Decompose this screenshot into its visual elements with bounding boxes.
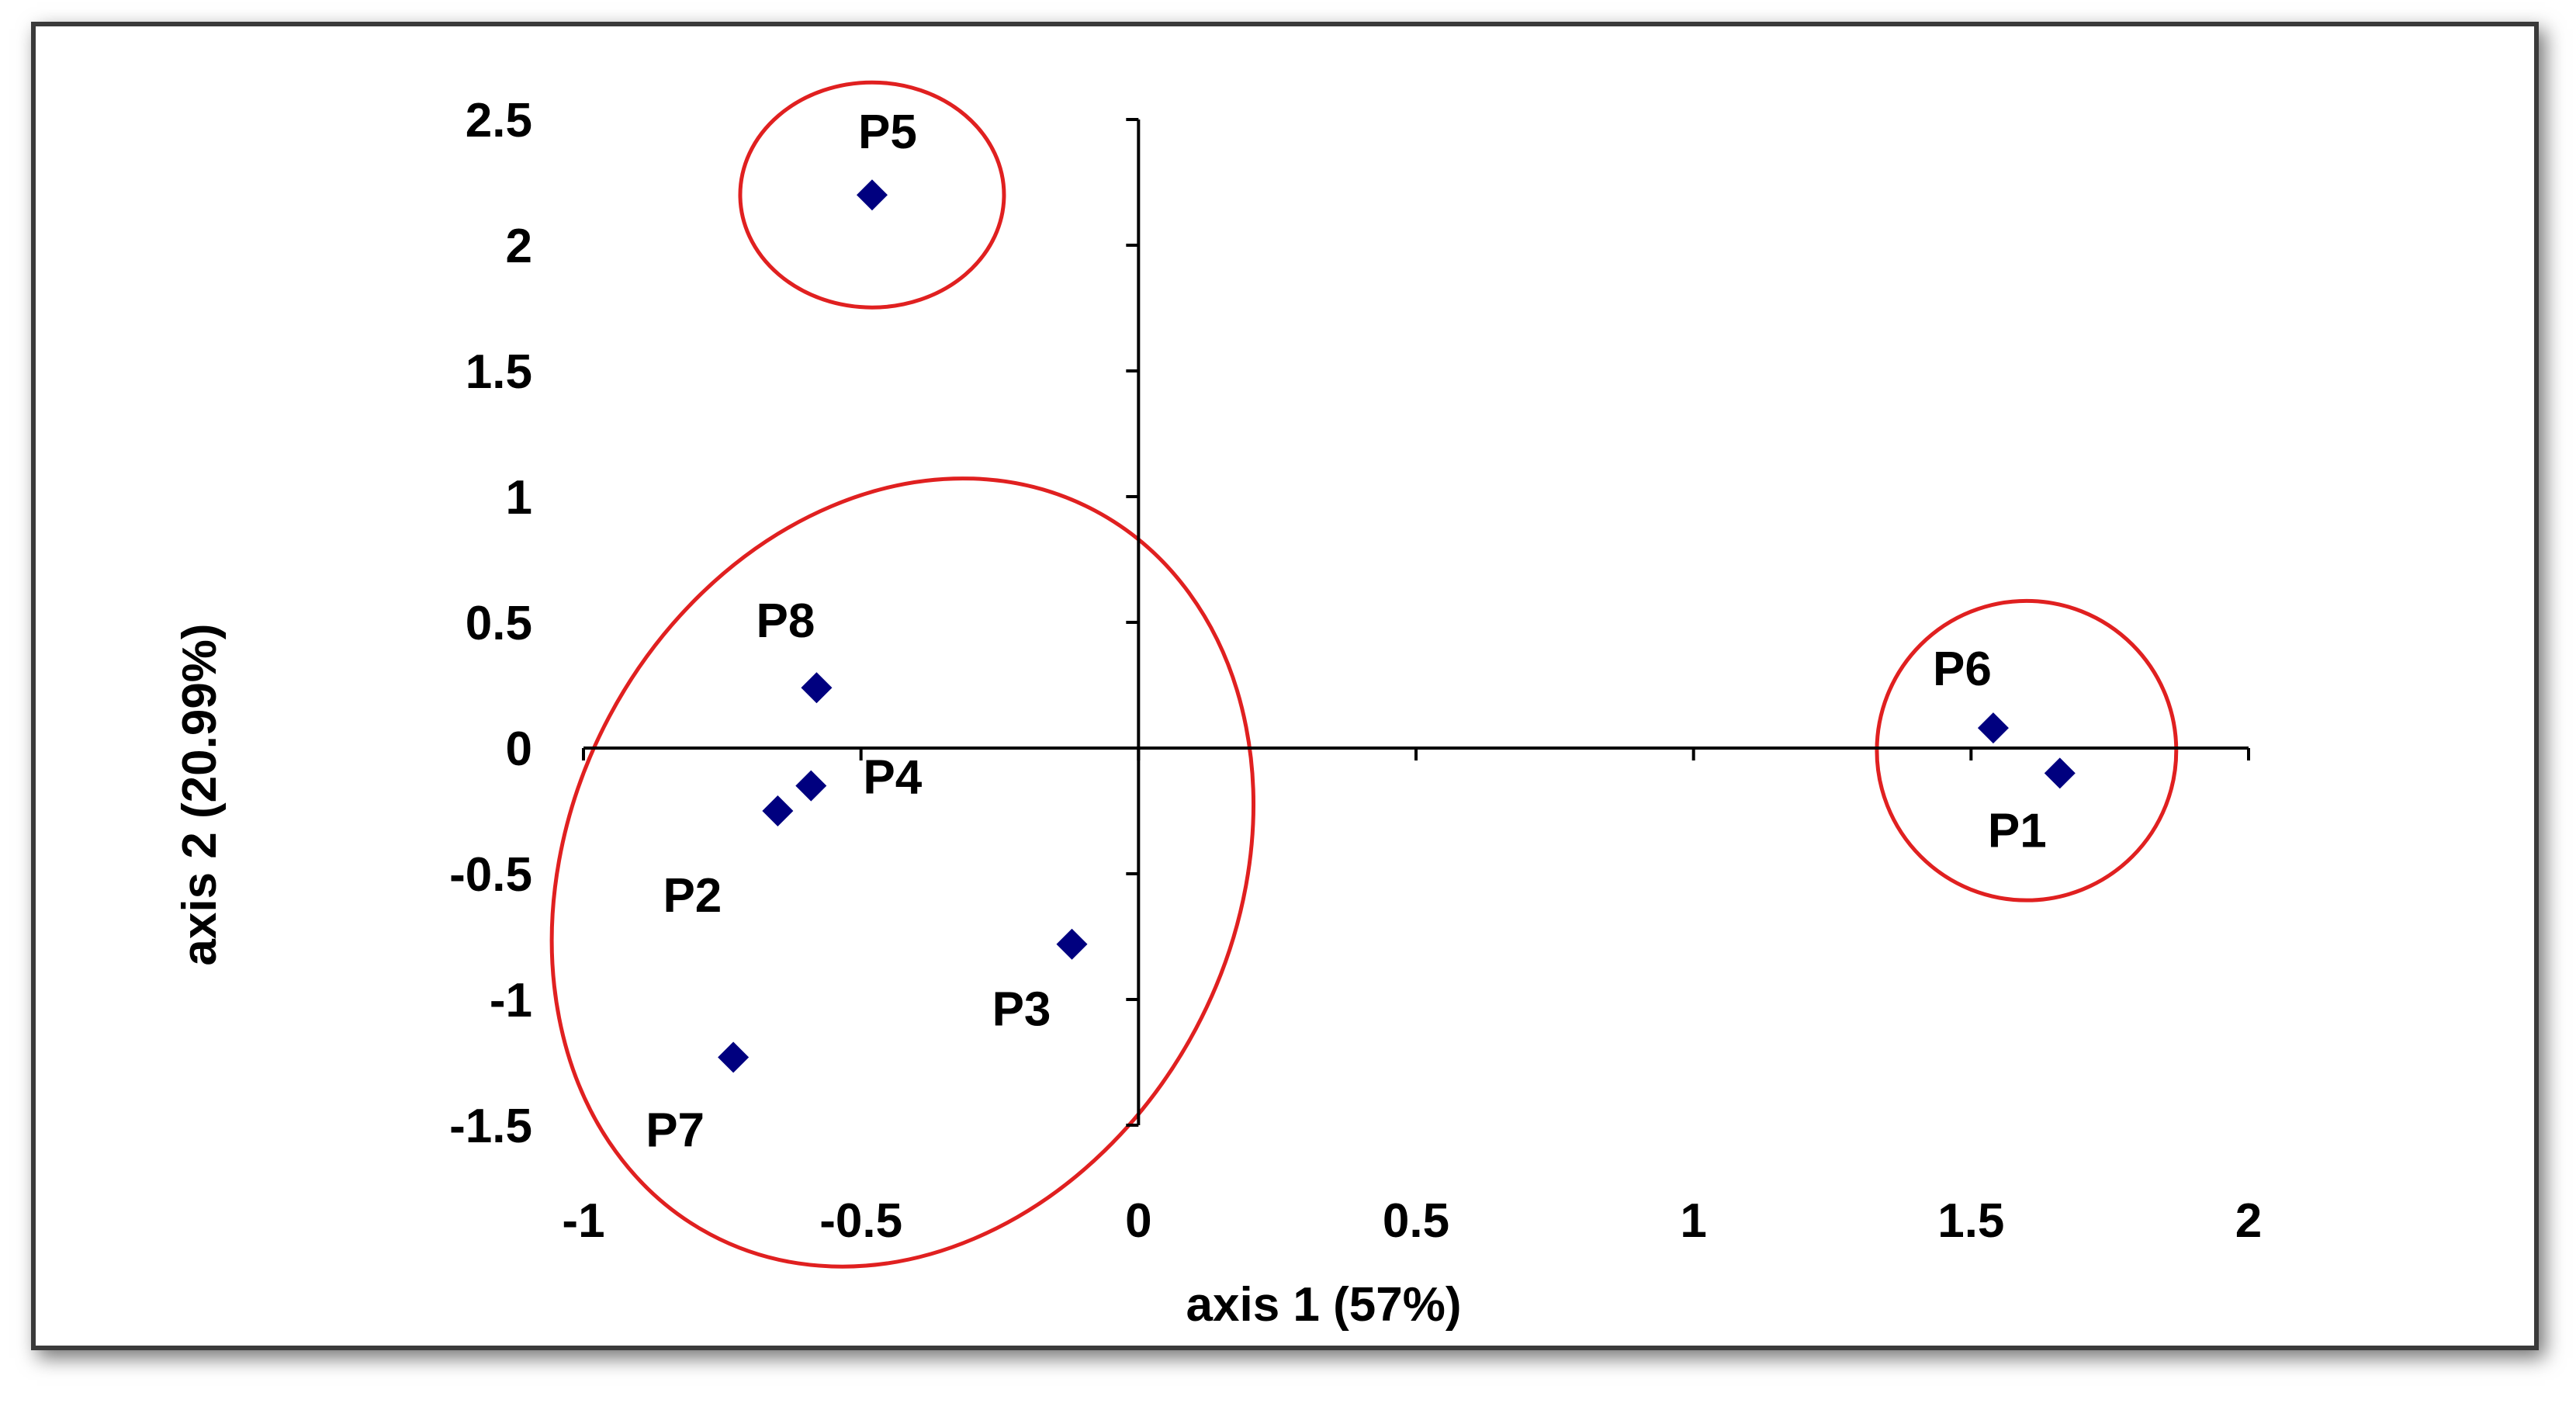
group-outlines: [549, 80, 2179, 1269]
x-tick-label: -1: [562, 1194, 604, 1248]
y-tick-label: -1.5: [449, 1100, 532, 1153]
data-label-p5: P5: [858, 106, 917, 159]
data-label-p1: P1: [1988, 804, 2047, 857]
x-tick-label: 0: [1125, 1194, 1151, 1248]
data-label-p2: P2: [663, 869, 722, 923]
data-point-p6: [1977, 712, 2009, 744]
data-label-p8: P8: [757, 594, 815, 648]
y-tick-label: 0.5: [466, 597, 532, 650]
data-label-p7: P7: [646, 1104, 705, 1158]
y-tick-label: 0: [506, 722, 532, 776]
data-point-p8: [801, 672, 833, 704]
y-tick-label: 2.5: [466, 94, 532, 147]
y-tick-label: -1: [490, 974, 532, 1027]
x-tick-label: 2: [2235, 1194, 2262, 1248]
x-tick-label: 1.5: [1937, 1194, 2004, 1248]
axes: [583, 120, 2249, 1125]
y-axis-label: axis 2 (20.99%): [173, 623, 227, 965]
data-label-p6: P6: [1933, 643, 1992, 696]
chart-frame: -1 -0.5 0 0.5 1 1.5 2 -1.5 -1 -0.5 0 0.5 1 1.5 2 2.5 P1…: [31, 22, 2539, 1350]
y-tick-label: -0.5: [449, 848, 532, 902]
data-point-p1: [2044, 757, 2076, 789]
x-axis-label: axis 1 (57%): [1186, 1278, 1462, 1332]
data-points: P1 P2 P3 P4 P5 P6 P7 P8: [646, 106, 2076, 1158]
ticks: -1 -0.5 0 0.5 1 1.5 2 -1.5 -1 -0.5 0 0.5 1 1.5 2 2.5: [449, 94, 2262, 1248]
data-point-p5: [856, 179, 888, 211]
x-tick-label: 1: [1680, 1194, 1706, 1248]
data-label-p4: P4: [863, 751, 922, 805]
y-tick-label: 1: [506, 471, 532, 525]
y-tick-label: 1.5: [466, 345, 532, 399]
x-tick-label: 0.5: [1383, 1194, 1449, 1248]
group-outline: [738, 80, 1006, 310]
data-point-p3: [1056, 928, 1088, 960]
data-label-p3: P3: [992, 983, 1051, 1037]
x-tick-label: -0.5: [819, 1194, 902, 1248]
data-point-p7: [718, 1041, 750, 1073]
group-outline: [549, 476, 1255, 1269]
scatter-plot: -1 -0.5 0 0.5 1 1.5 2 -1.5 -1 -0.5 0 0.5 1 1.5 2 2.5 P1…: [173, 80, 2262, 1332]
y-tick-label: 2: [506, 220, 532, 273]
group-outline: [1875, 598, 2179, 902]
data-point-p2: [762, 795, 794, 826]
data-point-p4: [795, 770, 827, 802]
